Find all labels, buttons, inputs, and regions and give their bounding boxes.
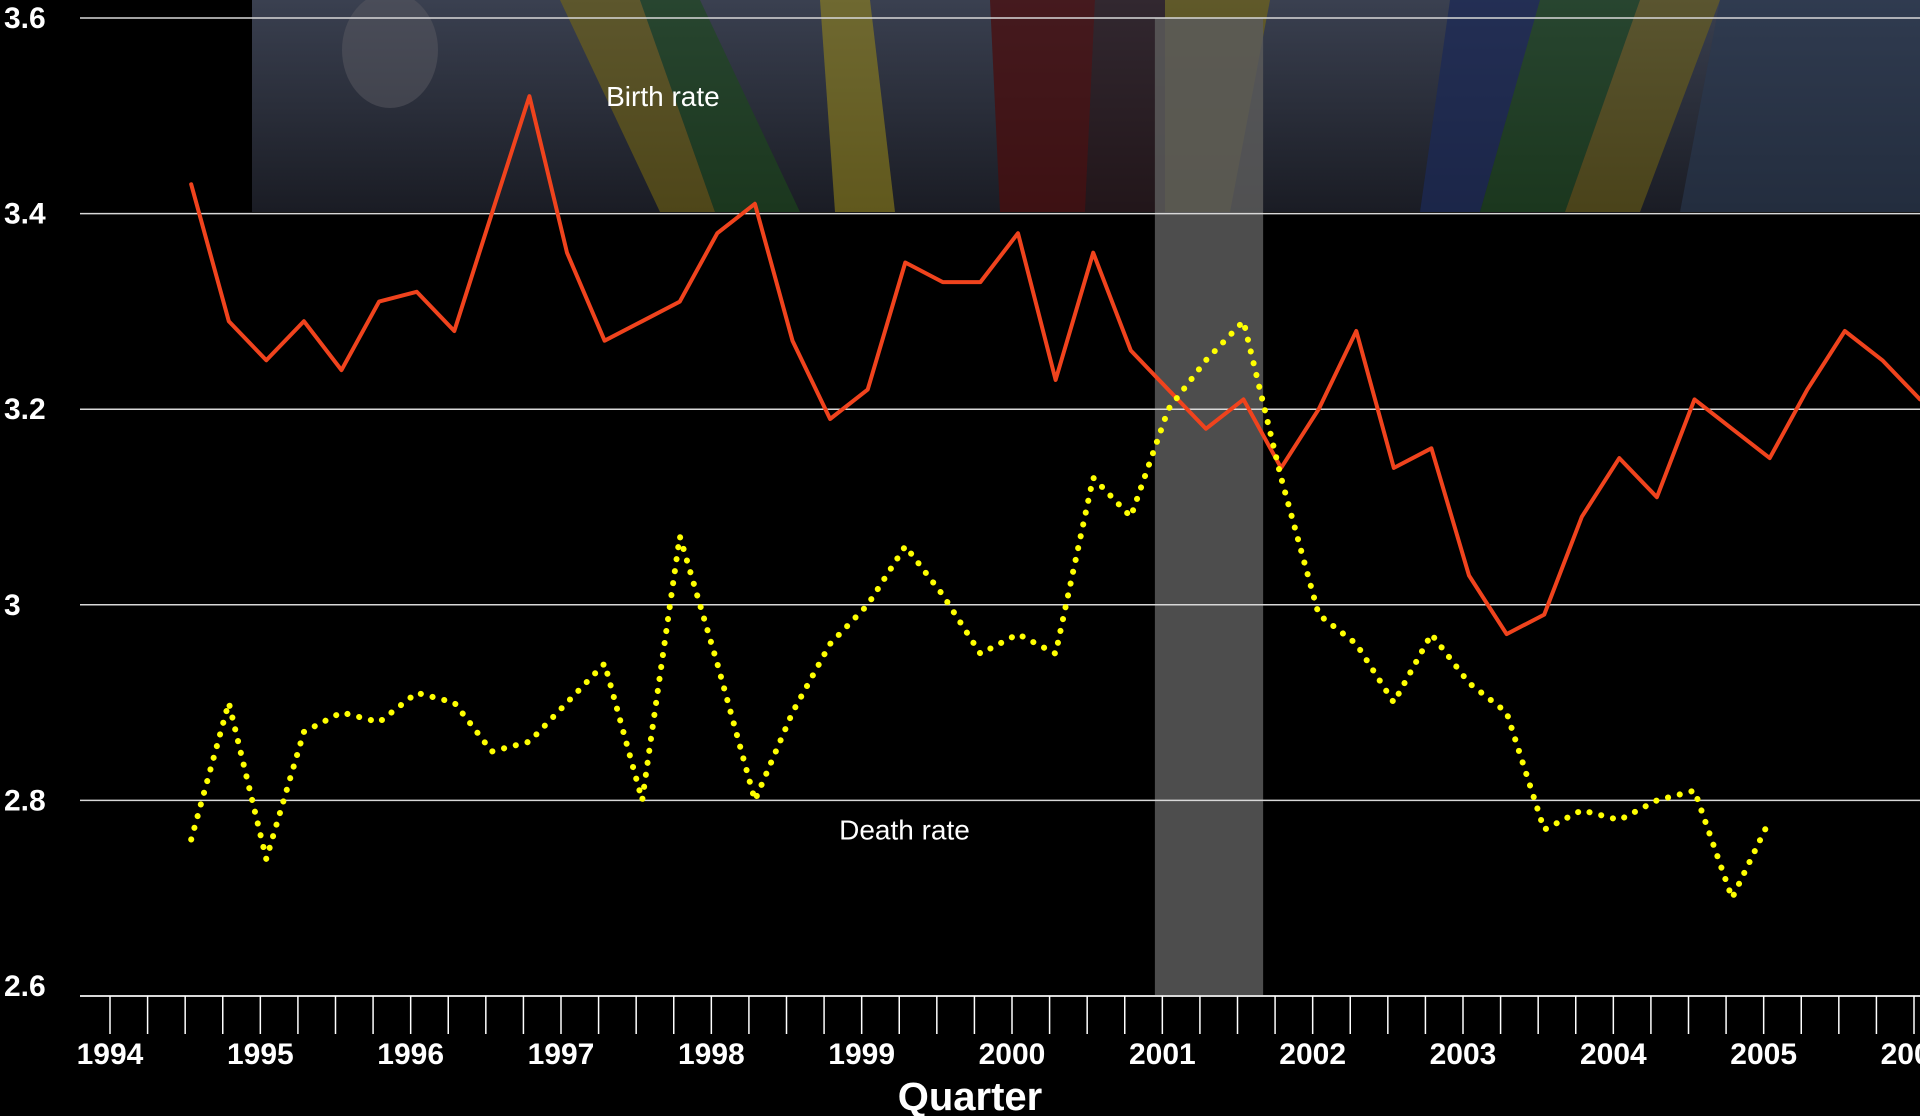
x-tick-label: 2003 bbox=[1430, 1038, 1497, 1071]
y-tick-label: 2.8 bbox=[4, 784, 46, 817]
birth-rate-annotation: Birth rate bbox=[606, 81, 720, 112]
x-tick-label: 1995 bbox=[227, 1038, 294, 1071]
death-rate-line bbox=[188, 318, 1773, 902]
x-tick-label: 2002 bbox=[1279, 1038, 1346, 1071]
y-tick-label: 3 bbox=[4, 589, 21, 622]
x-tick-label: 1996 bbox=[377, 1038, 444, 1071]
death-rate-annotation: Death rate bbox=[839, 815, 970, 846]
y-tick-label: 2.6 bbox=[4, 970, 46, 1003]
shaded-region bbox=[1154, 18, 1264, 996]
x-tick-label: 1997 bbox=[528, 1038, 595, 1071]
y-tick-label: 3.2 bbox=[4, 393, 46, 426]
x-tick-label: 1994 bbox=[77, 1038, 144, 1071]
y-tick-label: 3.6 bbox=[4, 2, 46, 35]
x-axis-title: Quarter bbox=[898, 1075, 1043, 1116]
y-tick-label: 3.4 bbox=[4, 198, 46, 231]
x-tick-label: 2001 bbox=[1129, 1038, 1196, 1071]
x-tick-label: 2000 bbox=[979, 1038, 1046, 1071]
x-tick-label: 2005 bbox=[1730, 1038, 1797, 1071]
x-tick-label: 2006 bbox=[1881, 1038, 1920, 1071]
birth-rate-line bbox=[189, 94, 1920, 637]
x-tick-label: 1999 bbox=[828, 1038, 895, 1071]
x-tick-label: 1998 bbox=[678, 1038, 745, 1071]
x-tick-label: 2004 bbox=[1580, 1038, 1647, 1071]
